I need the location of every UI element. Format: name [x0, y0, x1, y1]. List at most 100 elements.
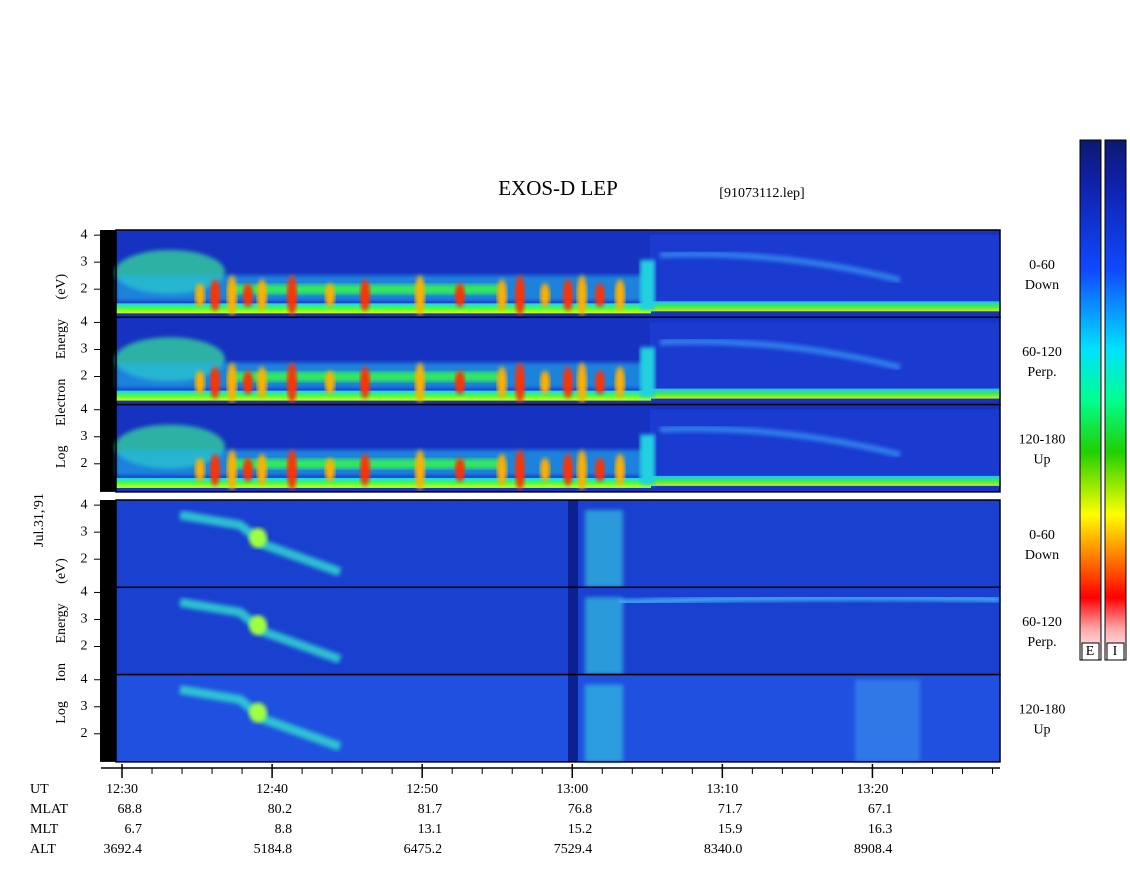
ephemeris-value: 8340.0	[704, 842, 743, 857]
spectrogram	[540, 370, 550, 395]
spectrogram	[195, 370, 205, 395]
ephemeris-value: 80.2	[268, 802, 293, 817]
spectrogram	[415, 449, 425, 490]
ephemeris-value: 3692.4	[104, 842, 143, 857]
spectrogram	[415, 275, 425, 316]
x-tick-label: 12:30	[106, 782, 138, 797]
spectrogram	[497, 453, 507, 486]
spectrogram	[577, 275, 587, 316]
ephemeris-value: 15.2	[568, 822, 593, 837]
spectrogram	[615, 366, 625, 399]
ephemeris-value: 8.8	[275, 822, 293, 837]
spectrogram	[540, 283, 550, 308]
spectrogram	[659, 425, 901, 458]
x-tick-label: 12:40	[256, 782, 288, 797]
y-tick-label: 3	[81, 254, 88, 269]
spectrogram	[257, 279, 267, 312]
row-label: MLAT	[30, 802, 69, 817]
ephemeris-value: 15.9	[718, 822, 743, 837]
spectrogram	[195, 283, 205, 308]
ephemeris-value: 5184.8	[254, 842, 293, 857]
spectrogram	[640, 434, 655, 485]
spectrogram	[515, 275, 525, 316]
spectrogram	[455, 370, 465, 395]
spectrogram	[659, 338, 901, 371]
panel-label: 60-120	[1022, 345, 1062, 360]
spectrogram	[116, 303, 651, 314]
ephemeris-value: 13.1	[418, 822, 443, 837]
x-tick-label: 13:00	[556, 782, 588, 797]
spectrogram	[577, 449, 587, 490]
y-tick-label: 3	[81, 699, 88, 714]
spectrogram	[243, 457, 253, 482]
ephemeris-value: 6475.2	[404, 842, 443, 857]
spectrogram	[360, 279, 370, 312]
spectrogram	[249, 528, 267, 548]
y-tick-label: 2	[81, 281, 88, 296]
date: Jul.31,'91	[32, 493, 47, 547]
file-name: [91073112.lep]	[719, 186, 804, 201]
ephemeris-value: 7529.4	[554, 842, 593, 857]
panel-label: 60-120	[1022, 615, 1062, 630]
spectrogram	[455, 283, 465, 308]
y-tick-label: 3	[81, 524, 88, 539]
y-tick-label: 3	[81, 429, 88, 444]
y-tick-label: 4	[81, 315, 88, 330]
spectrogram	[659, 251, 901, 283]
spectrogram	[650, 409, 1000, 482]
spectrogram	[650, 388, 1000, 399]
panel-label: Perp.	[1027, 635, 1056, 650]
spectrogram	[116, 390, 651, 401]
row-label: MLT	[30, 822, 59, 837]
ephemeris-value: 8908.4	[854, 842, 893, 857]
spectrogram	[455, 457, 465, 482]
ephemeris-value: 81.7	[418, 802, 443, 817]
spectrogram	[249, 702, 267, 723]
ephemeris-value: 71.7	[718, 802, 743, 817]
panel-label: Up	[1033, 722, 1050, 737]
y-tick-label: 4	[81, 402, 88, 417]
spectrogram	[595, 457, 605, 482]
colorbar-box	[1081, 642, 1100, 661]
ephemeris-value: 6.7	[125, 822, 143, 837]
spectrogram	[497, 366, 507, 399]
spectrogram	[116, 587, 1000, 675]
spectrogram	[243, 370, 253, 395]
spectrogram	[515, 362, 525, 403]
spectrogram	[563, 366, 573, 399]
spectrogram	[360, 453, 370, 486]
panel-frame	[115, 673, 1001, 763]
spectrogram	[287, 275, 297, 316]
spectrogram	[210, 366, 220, 399]
y-tick-label: 2	[81, 551, 88, 566]
chart-title: EXOS-D LEP	[498, 176, 618, 200]
ephemeris-value: 67.1	[868, 802, 893, 817]
y-tick-label: 3	[81, 612, 88, 627]
spectrogram	[325, 370, 335, 395]
spectrogram	[650, 235, 1000, 308]
spectrogram	[360, 366, 370, 399]
spectrogram	[287, 362, 297, 403]
spectrogram	[615, 453, 625, 486]
ephemeris-value: 76.8	[568, 802, 593, 817]
spectrogram	[585, 597, 623, 675]
colorbar-box	[1106, 642, 1125, 661]
y-tick-label: 4	[81, 497, 88, 512]
spectrogram	[515, 449, 525, 490]
colorbar-label: E	[1086, 644, 1095, 659]
left-bar	[100, 500, 116, 762]
spectrogram	[497, 279, 507, 312]
panel-label: 0-60	[1029, 528, 1055, 543]
spectrogram	[195, 457, 205, 482]
y-tick-label: 2	[81, 369, 88, 384]
ephemeris-value: 68.8	[118, 802, 143, 817]
spectrogram	[540, 457, 550, 482]
spectrogram	[249, 615, 267, 636]
spectrogram	[855, 679, 920, 762]
y-tick-label: 3	[81, 342, 88, 357]
y-tick-label: 2	[81, 726, 88, 741]
y-tick-label: 2	[81, 639, 88, 654]
y-tick-label: 4	[81, 672, 88, 687]
